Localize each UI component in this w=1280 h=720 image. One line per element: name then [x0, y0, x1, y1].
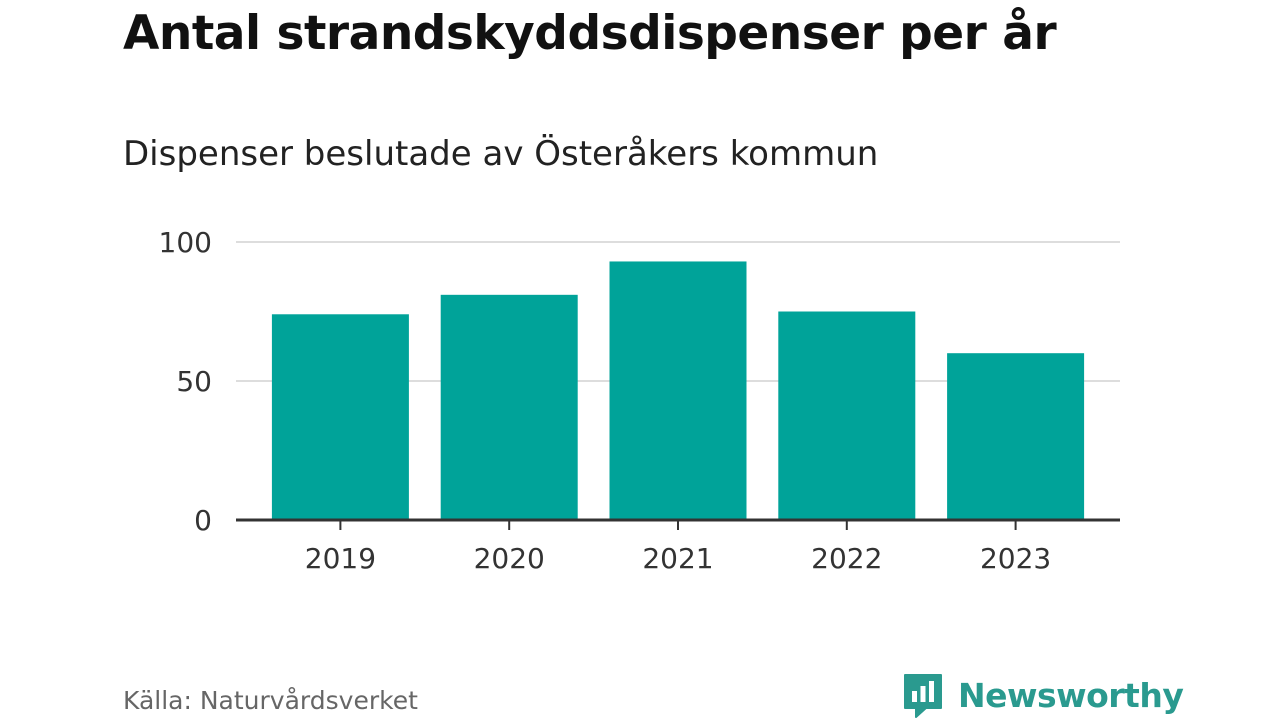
brand-name: Newsworthy	[958, 675, 1184, 715]
source-note: Källa: Naturvårdsverket	[123, 686, 418, 715]
x-tick-label: 2023	[980, 542, 1051, 575]
y-tick-label: 0	[194, 504, 212, 537]
chart-subtitle: Dispenser beslutade av Österåkers kommun	[123, 134, 879, 174]
brand-logo: Newsworthy	[902, 672, 1184, 718]
y-tick-label: 100	[159, 226, 212, 259]
x-tick-label: 2022	[811, 542, 882, 575]
bar-2022	[778, 311, 916, 520]
bars	[271, 261, 1085, 520]
bar-2019	[271, 314, 409, 520]
bar-2020	[440, 294, 578, 520]
axes: 0 50 100 2019 2020 2021 2022 2023	[159, 226, 1120, 575]
bar-2023	[947, 353, 1085, 520]
bar-2021	[609, 261, 747, 520]
chart-title: Antal strandskyddsdispenser per år	[123, 6, 1057, 61]
x-tick-label: 2019	[305, 542, 376, 575]
x-tick-label: 2021	[642, 542, 713, 575]
bar-chart-speech-bubble-icon	[904, 674, 942, 718]
y-tick-label: 50	[176, 365, 212, 398]
x-tick-label: 2020	[474, 542, 545, 575]
